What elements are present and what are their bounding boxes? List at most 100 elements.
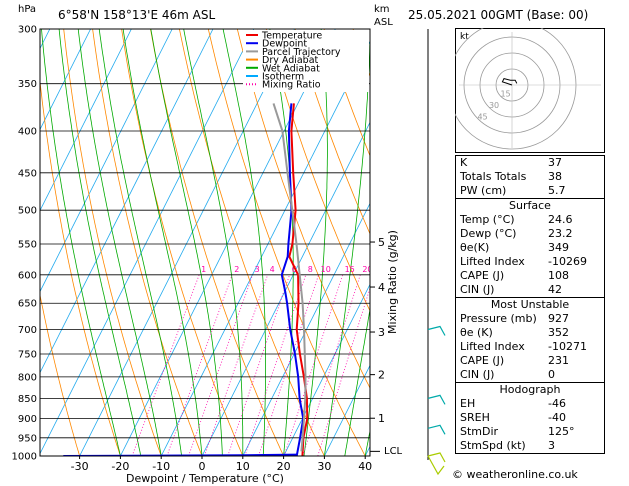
table-value: 24.6	[548, 213, 573, 226]
table-value: 0	[548, 368, 555, 381]
footer-credit[interactable]: © weatheronline.co.uk	[452, 468, 578, 481]
table-value: 3	[548, 439, 555, 452]
pressure-tick-label: 850	[18, 394, 37, 405]
hodograph-ring-label: 30	[489, 101, 499, 110]
isotherm-line	[40, 29, 132, 212]
table-value: 37	[548, 156, 562, 169]
legend-label: Parcel Trajectory	[262, 47, 341, 58]
dry-adiabat-line	[294, 29, 370, 235]
table-row: SREH -40	[456, 411, 604, 425]
table-key: CAPE (J)	[460, 354, 505, 367]
wind-barb	[427, 455, 445, 476]
wind-barbs	[427, 325, 446, 476]
x-tick-label: 30	[317, 460, 331, 473]
mixing-ratio-line	[227, 274, 290, 456]
hodograph-kt-label: kt	[460, 32, 469, 42]
parcel-trajectory-line	[272, 103, 307, 452]
table-key: CAPE (J)	[460, 269, 505, 282]
plot-frame	[39, 28, 371, 457]
mixing-ratio-label: 8	[308, 265, 313, 274]
mixing-ratio-line	[131, 274, 200, 456]
table-key: Temp (°C)	[460, 213, 515, 226]
wet-adiabat-line	[324, 29, 370, 456]
temperature-line	[288, 103, 309, 456]
table-row: PW (cm) 5.7	[456, 184, 604, 198]
pressure-tick-label: 650	[18, 299, 37, 310]
header-hpa-unit: hPa	[18, 4, 37, 15]
pressure-tick-label: 1000	[12, 452, 37, 463]
table-key: Dewp (°C)	[460, 227, 517, 240]
mixing-ratio-line	[204, 274, 269, 456]
table-key: PW (cm)	[460, 184, 507, 197]
x-tick-label: -10	[152, 460, 170, 473]
mixing-ratio-line	[302, 274, 361, 456]
dry-adiabat-line	[613, 29, 629, 456]
unstable-table: Most Unstable Pressure (mb) 927 θe (K) 352 L…	[455, 298, 605, 383]
table-row: θe(K) 349	[456, 241, 604, 255]
pressure-tick-label: 400	[18, 127, 37, 138]
table-value: 125°	[548, 425, 575, 438]
x-tick-label: -20	[111, 460, 129, 473]
table-row: Dewp (°C) 23.2	[456, 227, 604, 241]
legend-label: Temperature	[261, 31, 322, 42]
wind-barb	[427, 424, 446, 435]
legend-label: Wet Adiabat	[262, 63, 320, 74]
legend-label: Dry Adiabat	[262, 55, 319, 66]
dry-adiabat-line	[179, 29, 325, 456]
isotherm-line	[324, 364, 370, 456]
header-km-unit: km	[374, 4, 390, 15]
isotherm-line	[40, 29, 214, 374]
pressure-tick-label: 800	[18, 372, 37, 383]
table-key: Totals Totals	[460, 170, 527, 183]
pressure-tick-label: 350	[18, 79, 37, 90]
wind-barb	[427, 394, 446, 405]
unstable-table-title: Most Unstable	[490, 298, 570, 311]
table-row: Pressure (mb) 927	[456, 312, 604, 326]
legend-label: Dewpoint	[262, 39, 307, 50]
isotherm-line	[79, 29, 295, 456]
isotherm-line	[283, 283, 370, 456]
table-row: Totals Totals 38	[456, 170, 604, 184]
km-tick-label: 1	[378, 412, 385, 425]
table-value: -10269	[548, 255, 587, 268]
mixing-ratio-line	[317, 287, 370, 456]
table-value: 927	[548, 312, 569, 325]
km-tick-label: 2	[378, 369, 385, 382]
header-location: 6°58'N 158°13'E 46m ASL	[58, 8, 216, 22]
lcl-label: LCL	[384, 446, 403, 457]
table-key: EH	[460, 397, 476, 410]
table-value: 349	[548, 241, 569, 254]
x-tick-label: 40	[358, 460, 372, 473]
table-key: StmDir	[460, 425, 499, 438]
pressure-tick-label: 700	[18, 325, 37, 336]
table-row: EH -46	[456, 397, 604, 411]
legend-label: Isotherm	[262, 72, 304, 83]
wet-adiabat-line	[222, 29, 267, 456]
wet-adiabat-line	[269, 29, 294, 456]
table-row: CIN (J) 0	[456, 368, 604, 382]
mixing-ratio-label: 4	[270, 265, 275, 274]
table-row: StmDir 125°	[456, 425, 604, 439]
mixing-ratio-label: 20	[362, 265, 372, 274]
table-row: θe (K) 352	[456, 326, 604, 340]
table-row: Temp (°C) 24.6	[456, 213, 604, 227]
wind-barb	[427, 325, 446, 336]
hodograph-trace	[501, 78, 518, 86]
mixing-ratio-label: 1	[201, 265, 206, 274]
x-tick-label: -30	[71, 460, 89, 473]
isotherm-line	[40, 29, 91, 131]
table-row: Lifted Index -10271	[456, 340, 604, 354]
table-value: 38	[548, 170, 562, 183]
pressure-tick-label: 450	[18, 168, 37, 179]
table-key: θe (K)	[460, 326, 493, 339]
table-value: -40	[548, 411, 566, 424]
index-panel: K 37 Totals Totals 38 PW (cm) 5.7 Surface Tem…	[455, 155, 605, 454]
table-row: K 37	[456, 156, 604, 170]
hodo-table-title: Hodograph	[499, 383, 561, 396]
x-tick-label: 0	[199, 460, 206, 473]
legend-label: Mixing Ratio	[262, 80, 321, 91]
km-tick-label: 4	[378, 281, 385, 294]
table-key: SREH	[460, 411, 490, 424]
